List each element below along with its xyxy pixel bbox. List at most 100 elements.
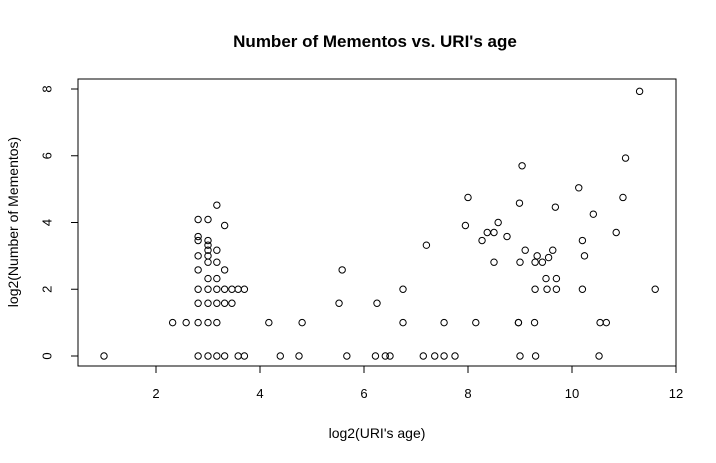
data-point: [595, 352, 603, 360]
data-point: [472, 318, 480, 327]
data-point: [220, 352, 229, 360]
data-point: [578, 236, 587, 245]
y-tick-label: 8: [39, 85, 54, 92]
data-point: [552, 285, 561, 293]
data-point: [371, 352, 380, 360]
data-point: [213, 246, 221, 254]
data-point: [602, 318, 611, 327]
data-point: [552, 274, 561, 283]
data-point: [240, 285, 249, 293]
data-point: [343, 352, 351, 360]
data-point: [194, 232, 202, 241]
data-point: [213, 299, 221, 307]
data-point: [451, 352, 459, 360]
data-point: [194, 266, 202, 274]
data-point: [100, 352, 108, 360]
data-point: [182, 318, 190, 327]
data-point: [422, 241, 431, 249]
data-point: [213, 274, 221, 283]
x-axis-label: log2(URI's age): [329, 425, 426, 441]
data-point: [228, 299, 236, 307]
data-point: [228, 285, 236, 293]
data-point: [494, 218, 502, 227]
data-point: [531, 258, 539, 266]
data-point: [464, 193, 472, 202]
y-tick-label: 6: [39, 152, 54, 159]
data-point: [234, 352, 242, 360]
data-point: [490, 258, 498, 266]
data-point: [515, 199, 524, 207]
y-tick-label: 4: [39, 219, 54, 226]
data-point: [621, 154, 630, 162]
data-point: [338, 266, 346, 274]
data-point: [538, 258, 547, 266]
data-point: [431, 352, 439, 360]
data-point: [335, 299, 343, 307]
data-point: [194, 285, 202, 293]
data-points: [100, 87, 659, 360]
data-point: [194, 236, 202, 245]
data-point: [194, 215, 202, 224]
data-point: [575, 184, 583, 192]
y-axis: 0 2 4 6 8: [39, 85, 79, 360]
x-tick-label: 4: [256, 386, 263, 401]
data-point: [651, 285, 659, 293]
data-point: [204, 236, 212, 245]
data-point: [194, 252, 202, 260]
x-axis: 2 4 6 8 10 12: [152, 365, 683, 401]
data-point: [276, 352, 284, 360]
data-point: [204, 299, 212, 307]
data-point: [194, 299, 202, 307]
data-point: [234, 285, 242, 293]
y-axis-label: log2(Number of Mementos): [5, 137, 21, 307]
data-point: [533, 252, 541, 260]
data-point: [295, 352, 303, 360]
data-point: [516, 352, 524, 360]
data-point: [399, 318, 407, 327]
data-point: [204, 352, 212, 360]
data-point: [478, 236, 486, 245]
y-tick-label: 0: [39, 352, 54, 359]
data-point: [213, 318, 221, 327]
data-point: [635, 87, 644, 96]
data-point: [578, 285, 587, 293]
data-point: [373, 299, 381, 307]
data-point: [213, 352, 221, 360]
data-point: [204, 252, 212, 260]
x-tick-label: 10: [565, 386, 579, 401]
data-point: [220, 221, 229, 230]
y-tick-label: 2: [39, 286, 54, 293]
data-point: [204, 215, 212, 224]
data-point: [298, 318, 306, 327]
data-point: [265, 318, 273, 327]
x-tick-label: 12: [669, 386, 683, 401]
data-point: [542, 274, 550, 283]
data-point: [483, 228, 491, 237]
data-point: [204, 258, 212, 266]
data-point: [516, 258, 524, 266]
data-point: [596, 318, 604, 327]
data-point: [381, 352, 390, 360]
data-point: [490, 228, 498, 237]
data-point: [549, 246, 557, 254]
data-point: [580, 252, 589, 260]
data-point: [194, 352, 202, 360]
data-point: [619, 193, 627, 202]
data-point: [213, 258, 221, 266]
data-point: [386, 352, 394, 360]
x-tick-label: 6: [360, 386, 367, 401]
data-point: [521, 246, 529, 254]
data-point: [419, 352, 427, 360]
data-point: [204, 241, 212, 249]
data-point: [194, 318, 202, 327]
data-point: [503, 232, 511, 241]
data-point: [204, 246, 212, 254]
x-tick-label: 8: [464, 386, 471, 401]
data-point: [220, 285, 229, 293]
data-point: [531, 285, 539, 293]
data-point: [220, 299, 229, 307]
data-point: [220, 266, 229, 274]
data-point: [204, 285, 212, 293]
data-point: [440, 352, 448, 360]
